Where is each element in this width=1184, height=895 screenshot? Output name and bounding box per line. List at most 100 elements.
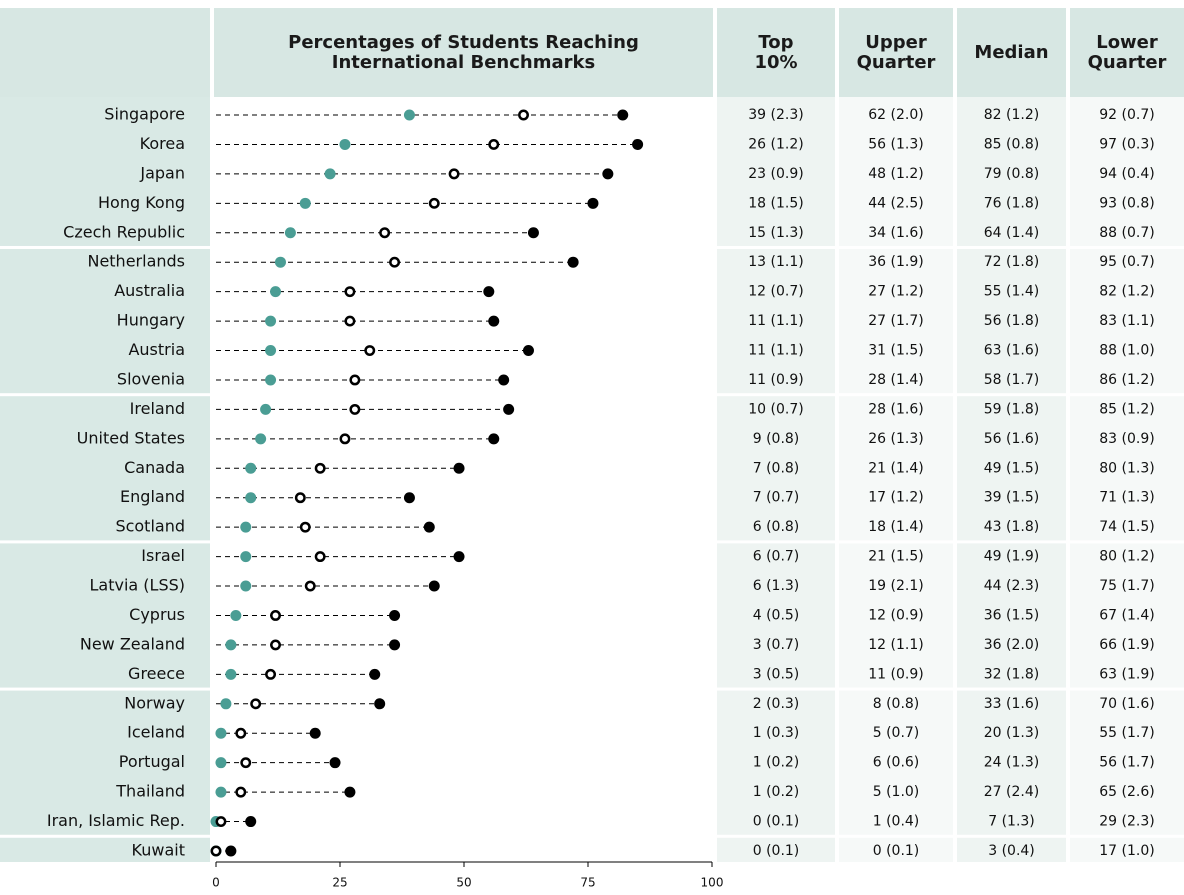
dot xyxy=(284,227,296,239)
table-cell: 36 (2.0) xyxy=(984,637,1039,653)
dot xyxy=(274,256,286,268)
table-cell: 19 (2.1) xyxy=(868,578,923,594)
table-cell: 62 (2.0) xyxy=(868,107,923,123)
table-cell: 1 (0.2) xyxy=(753,755,800,771)
table-cell: 94 (0.4) xyxy=(1099,166,1154,182)
header-cell-bg xyxy=(717,8,835,97)
dot xyxy=(225,845,237,857)
dot xyxy=(235,727,247,739)
country-label: Latvia (LSS) xyxy=(89,576,185,595)
dot xyxy=(339,138,351,150)
table-cell: 8 (0.8) xyxy=(873,696,920,712)
country-label: Israel xyxy=(141,546,185,565)
table-cell: 65 (2.6) xyxy=(1099,784,1154,800)
table-cell: 11 (1.1) xyxy=(748,313,803,329)
dot xyxy=(428,197,440,209)
dot xyxy=(453,551,465,563)
dot xyxy=(389,639,401,651)
dot xyxy=(299,521,311,533)
dot xyxy=(364,345,376,356)
table-cell: 95 (0.7) xyxy=(1099,254,1154,270)
dot xyxy=(299,197,311,209)
dot xyxy=(379,227,391,239)
table-cell: 63 (1.9) xyxy=(1099,666,1154,682)
country-label: Korea xyxy=(140,134,185,153)
table-cell: 48 (1.2) xyxy=(868,166,923,182)
table-cell: 29 (2.3) xyxy=(1099,814,1154,830)
dot xyxy=(403,109,415,121)
table-cell: 82 (1.2) xyxy=(1099,284,1154,300)
dot xyxy=(488,138,500,150)
dot xyxy=(522,345,534,357)
table-cell: 36 (1.9) xyxy=(868,254,923,270)
header-cell-bg xyxy=(839,8,953,97)
table-cell: 36 (1.5) xyxy=(984,607,1039,623)
table-cell: 79 (0.8) xyxy=(984,166,1039,182)
table-cell: 18 (1.5) xyxy=(748,195,803,211)
dot xyxy=(483,286,495,298)
table-cell: 4 (0.5) xyxy=(753,607,800,623)
table-cell: 6 (1.3) xyxy=(753,578,800,594)
header-bg xyxy=(0,8,210,97)
dot xyxy=(448,168,460,180)
table-cell: 9 (0.8) xyxy=(753,431,800,447)
country-label: Kuwait xyxy=(132,841,185,860)
table-cell: 21 (1.5) xyxy=(868,549,923,565)
country-column-bg xyxy=(0,97,210,862)
country-label: Japan xyxy=(139,163,185,182)
group-separator xyxy=(0,393,210,397)
dot xyxy=(220,698,232,710)
dot xyxy=(215,816,227,828)
group-separator xyxy=(0,540,210,544)
table-cell: 3 (0.4) xyxy=(988,843,1035,859)
table-cell: 11 (0.9) xyxy=(868,666,923,682)
table-cell: 66 (1.9) xyxy=(1099,637,1154,653)
dot xyxy=(403,492,415,504)
dot xyxy=(240,580,252,592)
dot xyxy=(309,727,321,739)
group-separator xyxy=(0,687,210,691)
country-label: England xyxy=(120,487,185,506)
column-bg xyxy=(839,97,953,862)
table-cell: 15 (1.3) xyxy=(748,225,803,241)
dot xyxy=(587,197,599,209)
dot xyxy=(344,315,356,327)
table-cell: 72 (1.8) xyxy=(984,254,1039,270)
group-separator xyxy=(0,245,210,249)
dot xyxy=(235,786,247,798)
column-header: Lower Quarter xyxy=(1087,31,1167,73)
dot xyxy=(488,315,500,327)
dot xyxy=(344,786,356,798)
group-separator xyxy=(717,540,1184,544)
country-label: United States xyxy=(77,428,185,447)
dot xyxy=(324,168,336,180)
country-label: Thailand xyxy=(115,782,185,801)
dot xyxy=(210,845,222,857)
group-separator xyxy=(717,834,1184,838)
table-cell: 49 (1.5) xyxy=(984,460,1039,476)
column-header: Median xyxy=(974,41,1049,63)
dot xyxy=(617,109,629,121)
dot xyxy=(260,403,272,415)
table-cell: 3 (0.5) xyxy=(753,666,800,682)
table-cell: 56 (1.8) xyxy=(984,313,1039,329)
dot xyxy=(314,462,326,474)
dot xyxy=(339,433,351,445)
country-label: Scotland xyxy=(115,517,185,536)
table-cell: 23 (0.9) xyxy=(748,166,803,182)
dot xyxy=(245,492,257,504)
dot xyxy=(453,462,465,474)
x-tick-label: 50 xyxy=(456,876,471,890)
table-cell: 5 (0.7) xyxy=(873,725,920,741)
dot xyxy=(567,256,579,268)
dot xyxy=(215,786,227,798)
dot xyxy=(250,698,262,710)
table-cell: 12 (0.7) xyxy=(748,284,803,300)
dot xyxy=(369,668,381,680)
table-cell: 92 (0.7) xyxy=(1099,107,1154,123)
dot xyxy=(423,521,435,533)
table-cell: 39 (1.5) xyxy=(984,490,1039,506)
table-cell: 83 (1.1) xyxy=(1099,313,1154,329)
column-bg xyxy=(957,97,1066,862)
